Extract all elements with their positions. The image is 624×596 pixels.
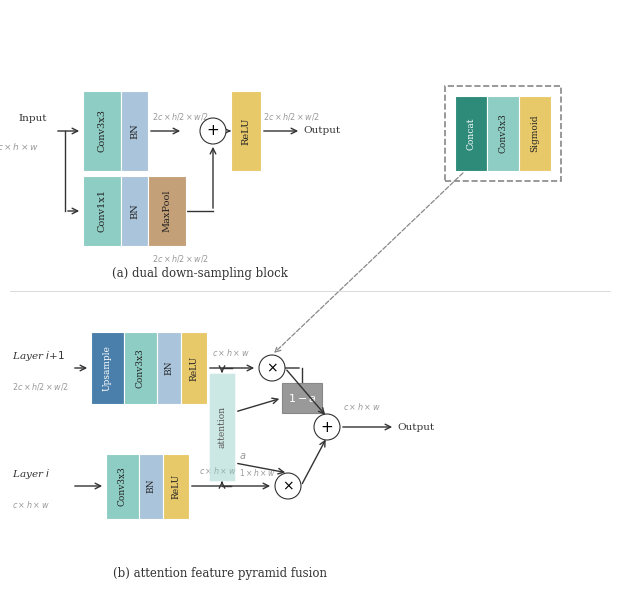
- Bar: [157, 332, 181, 404]
- Text: Sigmoid: Sigmoid: [530, 115, 540, 152]
- Bar: [121, 176, 148, 246]
- Bar: [124, 332, 157, 404]
- Text: $c \times h \times w$: $c \times h \times w$: [199, 465, 236, 476]
- Bar: [91, 332, 124, 404]
- Circle shape: [259, 355, 285, 381]
- Text: +: +: [207, 123, 220, 138]
- Text: BN: BN: [147, 479, 155, 493]
- Text: Conv3x3: Conv3x3: [136, 348, 145, 388]
- Text: $c \times h \times w$: $c \times h \times w$: [343, 402, 381, 412]
- Text: Conv3x3: Conv3x3: [118, 466, 127, 506]
- Text: Upsample: Upsample: [103, 345, 112, 391]
- Circle shape: [275, 473, 301, 499]
- Text: Layer $i$+$1$: Layer $i$+$1$: [12, 349, 65, 363]
- Text: $c \times h \times w$: $c \times h \times w$: [12, 498, 50, 510]
- Bar: [209, 373, 235, 481]
- Text: +: +: [321, 420, 333, 434]
- Text: Input: Input: [18, 114, 47, 123]
- Text: Layer $i$: Layer $i$: [12, 467, 51, 481]
- Text: $1 \times h \times w$: $1 \times h \times w$: [239, 467, 276, 479]
- Bar: [181, 332, 207, 404]
- Text: $2c \times h/2 \times w/2$: $2c \times h/2 \times w/2$: [152, 253, 209, 265]
- Bar: [139, 454, 163, 519]
- Bar: [487, 96, 519, 171]
- Text: $2c \times h/2 \times w/2$: $2c \times h/2 \times w/2$: [152, 111, 209, 123]
- Bar: [83, 176, 121, 246]
- Text: ReLU: ReLU: [190, 355, 198, 381]
- Circle shape: [200, 118, 226, 144]
- Text: (b) attention feature pyramid fusion: (b) attention feature pyramid fusion: [113, 567, 327, 581]
- Bar: [455, 96, 487, 171]
- Bar: [148, 176, 186, 246]
- Text: BN: BN: [130, 123, 139, 139]
- Text: Output: Output: [303, 126, 340, 135]
- Text: Conv3x3: Conv3x3: [97, 110, 107, 153]
- Circle shape: [314, 414, 340, 440]
- Bar: [83, 91, 121, 171]
- Text: ×: ×: [266, 361, 278, 375]
- Text: (a) dual down-sampling block: (a) dual down-sampling block: [112, 268, 288, 281]
- Bar: [163, 454, 189, 519]
- Text: Conv3x3: Conv3x3: [499, 114, 507, 153]
- Bar: [282, 383, 322, 413]
- Text: Conv1x1: Conv1x1: [97, 190, 107, 232]
- Text: $1 - a$: $1 - a$: [288, 392, 316, 404]
- Bar: [121, 91, 148, 171]
- Text: attention: attention: [218, 406, 227, 448]
- Text: $2c \times h/2 \times w/2$: $2c \times h/2 \times w/2$: [263, 111, 320, 123]
- Text: MaxPool: MaxPool: [162, 190, 172, 232]
- Text: Output: Output: [397, 423, 434, 432]
- Text: $c \times h \times w$: $c \times h \times w$: [212, 347, 250, 359]
- Text: BN: BN: [130, 203, 139, 219]
- Text: BN: BN: [165, 361, 173, 375]
- Text: $c \times h \times w$: $c \times h \times w$: [0, 141, 39, 151]
- Text: ReLU: ReLU: [241, 117, 250, 145]
- Bar: [519, 96, 551, 171]
- Text: $a$: $a$: [239, 451, 246, 461]
- Text: ×: ×: [282, 479, 294, 493]
- Bar: [106, 454, 139, 519]
- Text: $2c \times h/2 \times w/2$: $2c \times h/2 \times w/2$: [12, 380, 69, 392]
- Text: Concat: Concat: [467, 117, 475, 150]
- Text: ReLU: ReLU: [172, 473, 180, 499]
- Bar: [231, 91, 261, 171]
